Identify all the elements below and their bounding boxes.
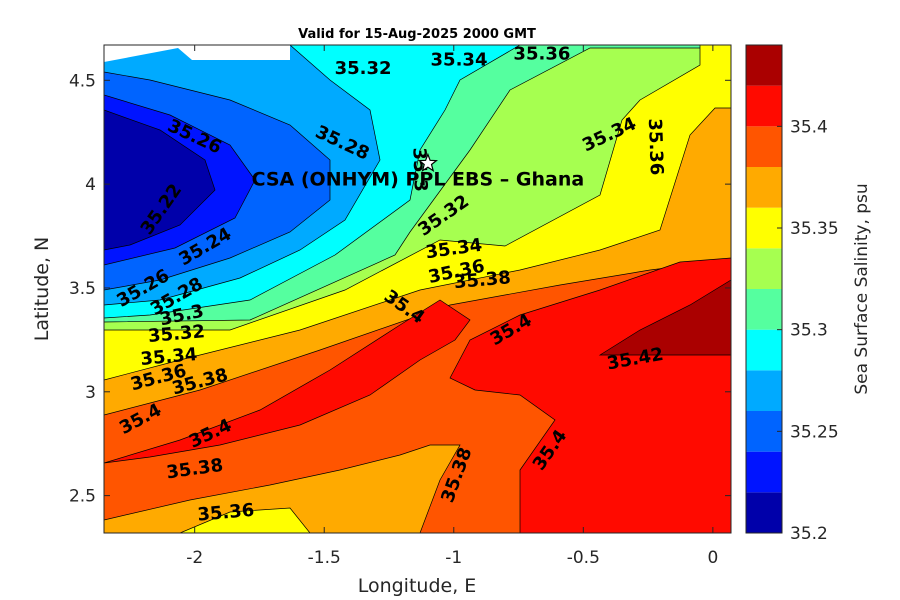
band-35.40-west [104, 299, 471, 464]
y-tick-label: 3.5 [69, 279, 96, 299]
y-tick-label: 4.5 [69, 71, 96, 91]
colorbar-segment [746, 289, 782, 330]
colorbar-segment [746, 45, 782, 86]
contour-label: 35.34 [140, 344, 199, 370]
band-35.34-south [179, 507, 311, 533]
colorbar-segment [746, 167, 782, 208]
y-tick-label: 4 [85, 175, 96, 195]
colorbar-segment [746, 85, 782, 127]
site-label: CSA (ONHYM) PPL EBS – Ghana [252, 168, 585, 190]
y-tick-label: 2.5 [69, 487, 96, 507]
contour-label: 35.36 [644, 118, 667, 176]
y-tick-label: 3 [85, 383, 96, 403]
y-axis: 2.5 3 3.5 4 4.5 [69, 71, 731, 507]
band-masked-gap [104, 45, 290, 62]
band-35.42 [598, 279, 731, 356]
colorbar-segment [746, 411, 782, 452]
contour-label: 35.36 [513, 43, 570, 64]
colorbar-tick-label: 35.35 [790, 219, 839, 239]
colorbar-segment [746, 207, 782, 249]
colorbar-tick-label: 35.3 [790, 321, 828, 341]
colorbar-segment [746, 370, 782, 411]
contour-label: 35.36 [197, 500, 256, 526]
colorbar-segment [746, 329, 782, 371]
colorbar-label: Sea Surface Salinity, psu [852, 183, 872, 394]
y-axis-label: Latitude, N [31, 237, 53, 342]
contour-bands [104, 45, 731, 533]
x-tick-label: -2 [186, 548, 203, 568]
colorbar-frame [745, 44, 783, 534]
x-tick-label: -1.5 [308, 548, 341, 568]
x-tick-label: -0.5 [567, 548, 600, 568]
contour-label: 35.32 [335, 58, 392, 79]
site-marker: CSA (ONHYM) PPL EBS – Ghana [252, 152, 585, 190]
colorbar-segment [746, 492, 782, 533]
colorbar: 35.2 35.25 35.3 35.35 35.4 [745, 44, 839, 544]
colorbar-segment [746, 126, 782, 167]
band-35.20 [104, 109, 216, 251]
contour-label: 35.32 [147, 321, 206, 347]
contour-label: 35.34 [431, 50, 488, 71]
x-tick-label: 0 [707, 548, 718, 568]
chart-title: Valid for 15-Aug-2025 2000 GMT [298, 27, 536, 42]
star-icon [417, 152, 439, 172]
colorbar-segment [746, 248, 782, 289]
band-35.36-south [104, 444, 461, 533]
colorbar-tick-label: 35.4 [790, 117, 828, 137]
x-axis: -2 -1.5 -1 -0.5 0 [186, 45, 718, 568]
x-axis-label: Longitude, E [358, 575, 477, 597]
contour-label: 35.38 [453, 267, 512, 293]
colorbar-tick-label: 35.2 [790, 524, 828, 544]
x-tick-label: -1 [445, 548, 462, 568]
colorbar-tick-label: 35.25 [790, 422, 839, 442]
colorbar-segment [746, 451, 782, 493]
plot-frame [103, 44, 732, 534]
contour-label: 35.3 [408, 147, 431, 192]
